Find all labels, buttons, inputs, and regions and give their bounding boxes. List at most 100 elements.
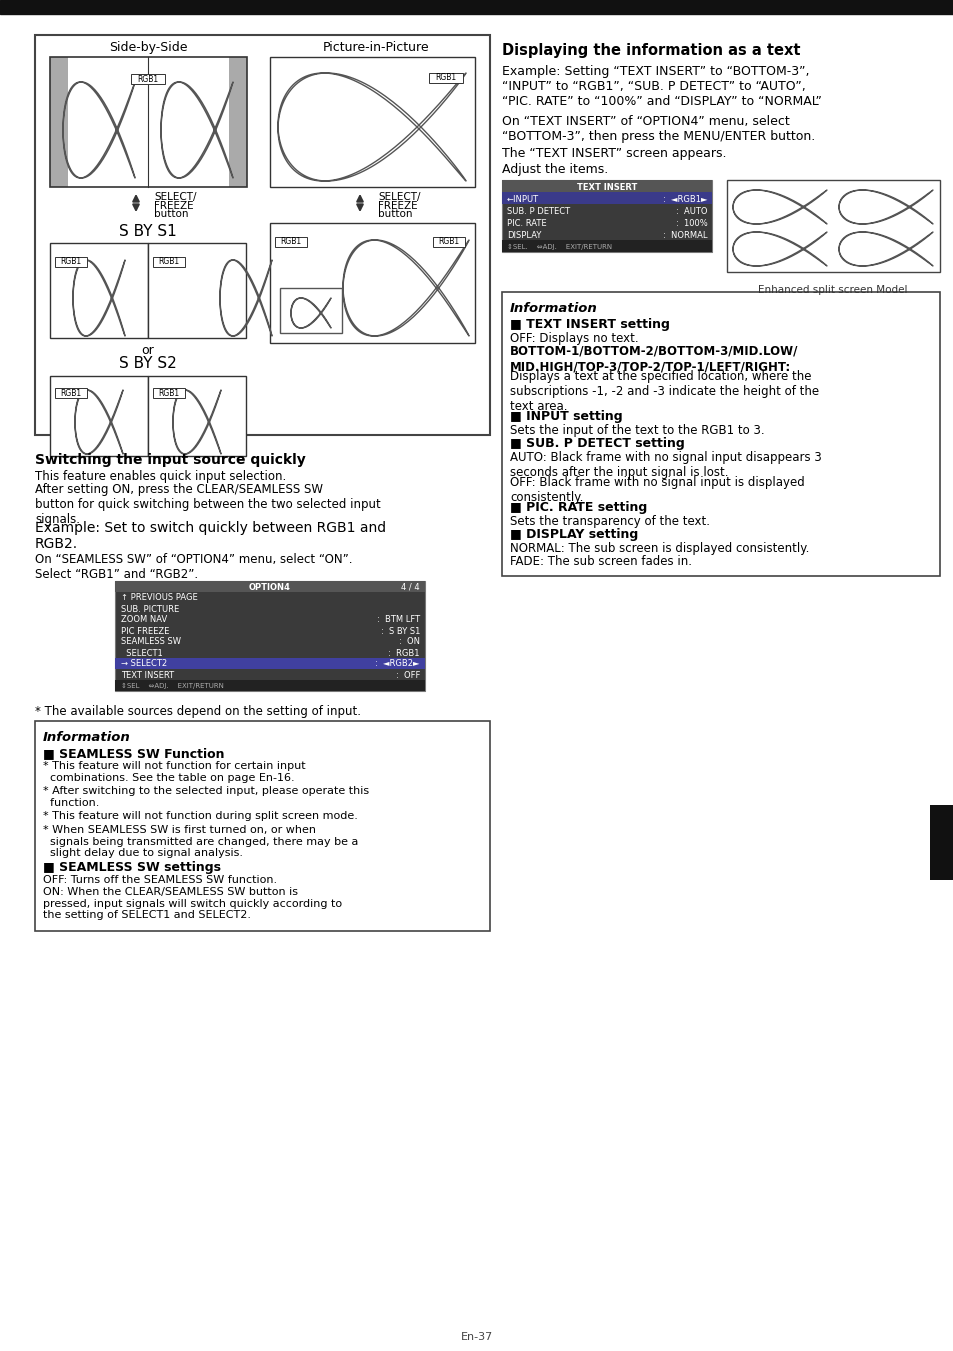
Bar [726,180,939,272]
Text: ON: When the CLEAR/SEAMLESS SW button is
pressed, input signals will switch quic: ON: When the CLEAR/SEAMLESS SW button is… [43,888,342,920]
Bar [55,388,87,399]
Text: Example: Set to switch quickly between RGB1 and
RGB2.: Example: Set to switch quickly between R… [35,521,386,551]
Text: ZOOM NAV: ZOOM NAV [121,616,167,624]
Text: PIC. RATE: PIC. RATE [506,219,546,227]
Text: Sets the transparency of the text.: Sets the transparency of the text. [510,515,709,528]
Text: FREEZE: FREEZE [153,201,193,211]
Text: * The available sources depend on the setting of input.: * The available sources depend on the se… [35,705,360,717]
Text: BOTTOM-1/BOTTOM-2/BOTTOM-3/MID.LOW/
MID.HIGH/TOP-3/TOP-2/TOP-1/LEFT/RIGHT:: BOTTOM-1/BOTTOM-2/BOTTOM-3/MID.LOW/ MID.… [510,345,798,373]
Text: button: button [377,209,412,219]
Bar [50,376,148,457]
Text: Displays a text at the specified location, where the
subscriptions -1, -2 and -3: Displays a text at the specified locatio… [510,370,819,413]
Text: SELECT1: SELECT1 [121,648,163,658]
Text: :  ◄RGB2►: : ◄RGB2► [375,659,419,669]
Text: OFF: Displays no text.: OFF: Displays no text. [510,332,638,345]
Text: The “TEXT INSERT” screen appears.: The “TEXT INSERT” screen appears. [501,147,726,159]
Text: On “SEAMLESS SW” of “OPTION4” menu, select “ON”.
Select “RGB1” and “RGB2”.: On “SEAMLESS SW” of “OPTION4” menu, sele… [35,553,352,581]
Text: Displaying the information as a text: Displaying the information as a text [501,43,800,58]
Text: ■ DISPLAY setting: ■ DISPLAY setting [510,528,638,540]
Text: :  RGB1: : RGB1 [388,648,419,658]
Text: ■ TEXT INSERT setting: ■ TEXT INSERT setting [510,317,669,331]
Text: * After switching to the selected input, please operate this
  function.: * After switching to the selected input,… [43,786,369,808]
Text: :  ◄RGB1►: : ◄RGB1► [662,195,707,204]
Bar [929,805,953,880]
Text: :  OFF: : OFF [395,670,419,680]
Text: After setting ON, press the CLEAR/SEAMLESS SW
button for quick switching between: After setting ON, press the CLEAR/SEAMLE… [35,484,380,526]
Text: ■ SEAMLESS SW settings: ■ SEAMLESS SW settings [43,861,221,874]
Bar [50,243,148,338]
Bar [433,236,464,247]
Text: En-37: En-37 [460,1332,493,1342]
Text: Information: Information [510,303,598,315]
Text: Picture-in-Picture: Picture-in-Picture [322,41,429,54]
Bar [501,180,711,192]
Text: SUB. PICTURE: SUB. PICTURE [121,604,179,613]
Text: S BY S1: S BY S1 [119,223,176,239]
Bar [152,257,185,267]
Text: ↑ PREVIOUS PAGE: ↑ PREVIOUS PAGE [121,593,197,603]
Text: or: or [141,343,154,357]
Text: RGB1: RGB1 [60,389,81,397]
Text: ⇕SEL.    ⇔ADJ.    EXIT/RETURN: ⇕SEL. ⇔ADJ. EXIT/RETURN [506,245,612,250]
Text: RGB1: RGB1 [60,258,81,266]
Text: * This feature will not function for certain input
  combinations. See the table: * This feature will not function for cer… [43,761,305,782]
Bar [148,243,246,338]
Bar [35,721,490,931]
Text: TEXT INSERT: TEXT INSERT [121,670,174,680]
Bar [115,581,424,592]
Text: :  100%: : 100% [676,219,707,227]
Text: button: button [153,209,189,219]
Text: RGB1: RGB1 [137,74,158,84]
Bar [429,73,462,82]
Text: ←INPUT: ←INPUT [506,195,538,204]
Bar [55,257,87,267]
Text: This feature enables quick input selection.: This feature enables quick input selecti… [35,470,286,484]
Text: ■ PIC. RATE setting: ■ PIC. RATE setting [510,501,646,513]
Text: Adjust the items.: Adjust the items. [501,163,608,176]
Bar [50,57,68,186]
Text: Switching the input source quickly: Switching the input source quickly [35,453,305,467]
Text: RGB1: RGB1 [158,389,179,397]
Text: RGB1: RGB1 [435,73,456,82]
Text: RGB1: RGB1 [280,238,301,246]
Bar [280,288,341,332]
Text: Sets the input of the text to the RGB1 to 3.: Sets the input of the text to the RGB1 t… [510,424,763,436]
Bar [0,0,953,14]
Bar [115,680,424,690]
Text: DISPLAY: DISPLAY [506,231,540,239]
Bar [68,57,229,186]
Text: Enhanced split screen Model: Enhanced split screen Model [758,285,907,295]
Text: SELECT/: SELECT/ [153,192,196,203]
Text: RGB1: RGB1 [158,258,179,266]
Text: :  ON: : ON [398,638,419,647]
Text: Side-by-Side: Side-by-Side [110,41,188,54]
Text: :  BTM LFT: : BTM LFT [376,616,419,624]
Bar [148,376,246,457]
Bar [131,74,165,84]
Text: OFF: Turns off the SEAMLESS SW function.: OFF: Turns off the SEAMLESS SW function. [43,875,276,885]
Bar [501,292,939,576]
Bar [35,35,490,435]
Text: ■ INPUT setting: ■ INPUT setting [510,409,622,423]
Text: OPTION4: OPTION4 [249,582,291,592]
Text: NORMAL: The sub screen is displayed consistently.: NORMAL: The sub screen is displayed cons… [510,542,808,555]
Text: FREEZE: FREEZE [377,201,417,211]
Text: 4 / 4: 4 / 4 [401,582,419,592]
Bar [229,57,247,186]
Text: Information: Information [43,731,131,744]
Text: SELECT/: SELECT/ [377,192,420,203]
Bar [50,57,247,186]
Text: TEXT INSERT: TEXT INSERT [577,182,637,192]
Text: Example: Setting “TEXT INSERT” to “BOTTOM-3”,
“INPUT” to “RGB1”, “SUB. P DETECT”: Example: Setting “TEXT INSERT” to “BOTTO… [501,65,821,108]
Text: :  NORMAL: : NORMAL [662,231,707,239]
Bar [274,236,307,247]
Text: :  AUTO: : AUTO [676,207,707,216]
Text: ■ SUB. P DETECT setting: ■ SUB. P DETECT setting [510,436,684,450]
Text: FADE: The sub screen fades in.: FADE: The sub screen fades in. [510,555,691,567]
Bar [501,240,711,253]
Text: AUTO: Black frame with no signal input disappears 3
seconds after the input sign: AUTO: Black frame with no signal input d… [510,451,821,480]
Text: On “TEXT INSERT” of “OPTION4” menu, select
“BOTTOM-3”, then press the MENU/ENTER: On “TEXT INSERT” of “OPTION4” menu, sele… [501,115,815,143]
Text: SEAMLESS SW: SEAMLESS SW [121,638,181,647]
Bar [501,192,711,204]
Bar [115,658,424,669]
